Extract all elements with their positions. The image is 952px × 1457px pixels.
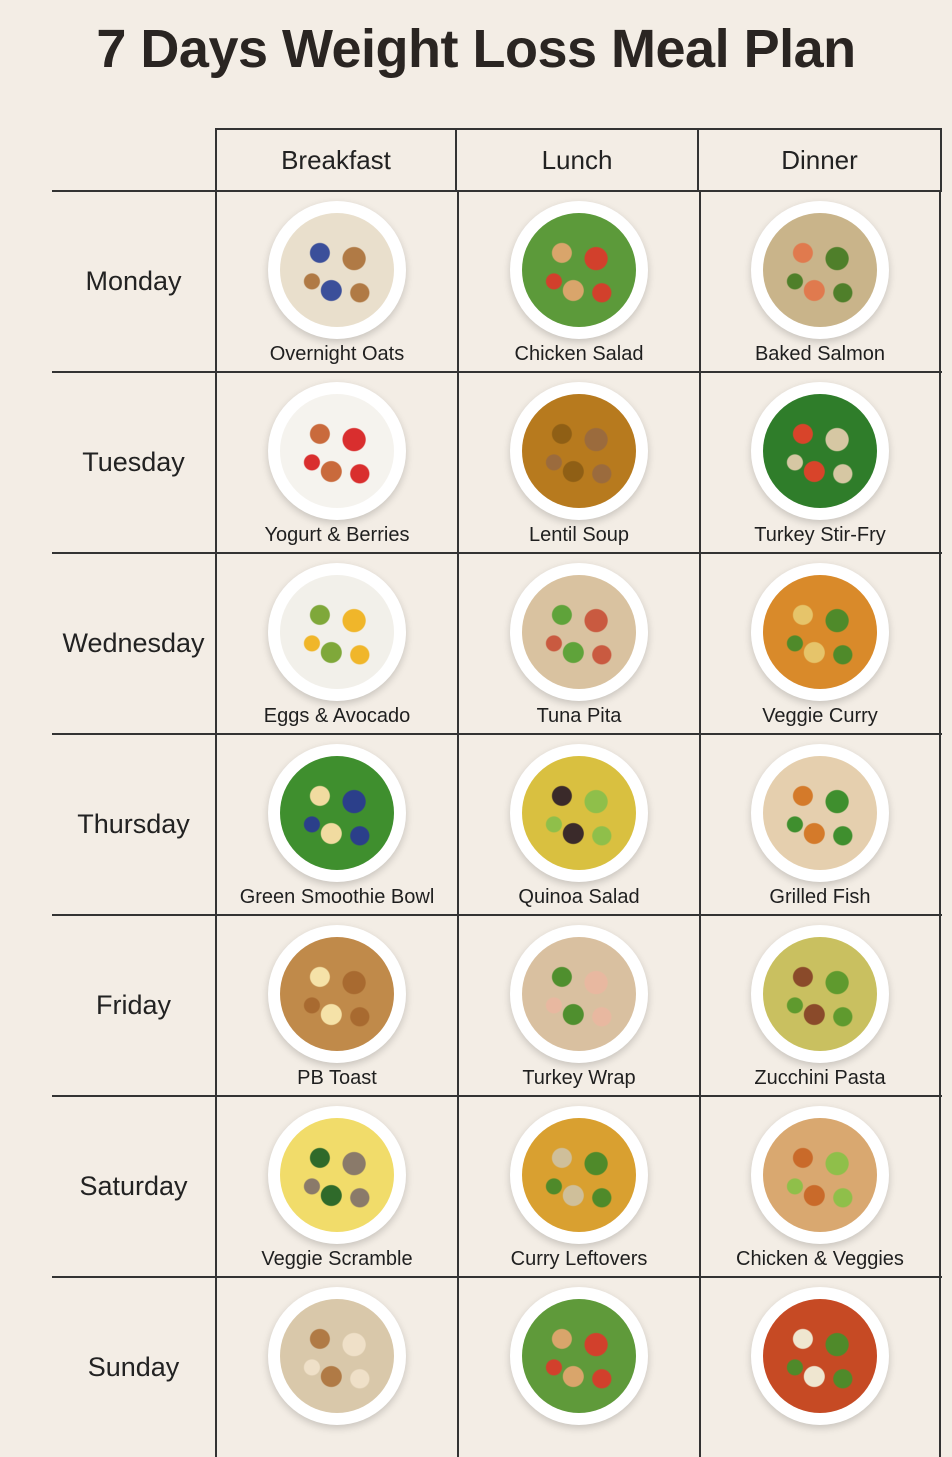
meal-plate-image bbox=[268, 744, 406, 882]
breakfast-cell: Eggs & Avocado bbox=[215, 554, 457, 733]
food-image bbox=[280, 1118, 394, 1232]
dinner-cell: Veggie Curry bbox=[699, 554, 941, 733]
meal-plate-image bbox=[268, 925, 406, 1063]
meal-name: PB Toast bbox=[297, 1067, 377, 1089]
lunch-cell: Lentil Soup bbox=[457, 373, 699, 552]
food-image bbox=[522, 575, 636, 689]
food-image bbox=[522, 394, 636, 508]
day-row: Saturday Veggie Scramble Curry Leftovers Ch… bbox=[52, 1095, 942, 1276]
food-image bbox=[763, 756, 877, 870]
meal-plate-image bbox=[751, 744, 889, 882]
breakfast-cell: Yogurt & Berries bbox=[215, 373, 457, 552]
breakfast-cell: Overnight Oats bbox=[215, 192, 457, 371]
meal-name: Green Smoothie Bowl bbox=[239, 886, 435, 908]
meal-plate-image bbox=[510, 744, 648, 882]
food-image bbox=[763, 1118, 877, 1232]
day-label: Monday bbox=[85, 266, 182, 296]
meal-plate-image bbox=[751, 201, 889, 339]
meal-name: Veggie Scramble bbox=[261, 1248, 413, 1270]
day-label: Wednesday bbox=[62, 628, 205, 658]
dinner-cell bbox=[699, 1278, 941, 1457]
meal-plate-image bbox=[268, 1287, 406, 1425]
food-image bbox=[763, 213, 877, 327]
food-image bbox=[280, 756, 394, 870]
meal-plate-image bbox=[751, 563, 889, 701]
food-image bbox=[763, 394, 877, 508]
food-image bbox=[280, 1299, 394, 1413]
breakfast-cell bbox=[215, 1278, 457, 1457]
dinner-cell: Baked Salmon bbox=[699, 192, 941, 371]
day-row: Tuesday Yogurt & Berries Lentil Soup Turkey… bbox=[52, 371, 942, 552]
food-image bbox=[522, 1299, 636, 1413]
meal-plate-image bbox=[510, 925, 648, 1063]
meal-plate-image bbox=[268, 201, 406, 339]
meal-name: Chicken & Veggies bbox=[736, 1248, 904, 1270]
meal-plate-image bbox=[510, 563, 648, 701]
meal-name: Overnight Oats bbox=[269, 343, 405, 365]
meal-name: Chicken Salad bbox=[514, 343, 644, 365]
food-image bbox=[280, 937, 394, 1051]
food-image bbox=[280, 394, 394, 508]
food-image bbox=[522, 213, 636, 327]
header-breakfast: Breakfast bbox=[215, 128, 457, 190]
food-image bbox=[763, 575, 877, 689]
meal-plate-image bbox=[510, 1287, 648, 1425]
header-dinner: Dinner bbox=[699, 128, 942, 190]
day-row: Thursday Green Smoothie Bowl Quinoa Salad G… bbox=[52, 733, 942, 914]
meal-plate-image bbox=[268, 563, 406, 701]
meal-plate-image bbox=[751, 925, 889, 1063]
day-label: Tuesday bbox=[82, 447, 185, 477]
meal-name: Lentil Soup bbox=[528, 524, 630, 546]
meal-plate-image bbox=[510, 382, 648, 520]
lunch-cell: Quinoa Salad bbox=[457, 735, 699, 914]
food-image bbox=[522, 1118, 636, 1232]
food-image bbox=[280, 575, 394, 689]
meal-plate-image bbox=[510, 1106, 648, 1244]
meal-plate-image bbox=[510, 201, 648, 339]
meal-name: Zucchini Pasta bbox=[754, 1067, 886, 1089]
meal-plate-image bbox=[751, 1287, 889, 1425]
dinner-cell: Chicken & Veggies bbox=[699, 1097, 941, 1276]
dinner-cell: Turkey Stir-Fry bbox=[699, 373, 941, 552]
page-title: 7 Days Weight Loss Meal Plan bbox=[96, 19, 856, 79]
breakfast-cell: Green Smoothie Bowl bbox=[215, 735, 457, 914]
meal-name: Eggs & Avocado bbox=[263, 705, 411, 727]
meal-name: Baked Salmon bbox=[754, 343, 886, 365]
day-row: Sunday bbox=[52, 1276, 942, 1457]
meal-name: Veggie Curry bbox=[762, 705, 878, 727]
meal-name: Tuna Pita bbox=[536, 705, 622, 727]
meal-name: Turkey Stir-Fry bbox=[754, 524, 886, 546]
meal-name: Curry Leftovers bbox=[510, 1248, 648, 1270]
lunch-cell: Curry Leftovers bbox=[457, 1097, 699, 1276]
day-label: Saturday bbox=[79, 1171, 188, 1201]
header-lunch: Lunch bbox=[457, 128, 699, 190]
day-row: Monday Overnight Oats Chicken Salad Baked S… bbox=[52, 190, 942, 371]
dinner-cell: Grilled Fish bbox=[699, 735, 941, 914]
food-image bbox=[522, 937, 636, 1051]
food-image bbox=[280, 213, 394, 327]
lunch-cell: Chicken Salad bbox=[457, 192, 699, 371]
dinner-cell: Zucchini Pasta bbox=[699, 916, 941, 1095]
breakfast-cell: Veggie Scramble bbox=[215, 1097, 457, 1276]
meal-name: Quinoa Salad bbox=[518, 886, 640, 908]
food-image bbox=[763, 937, 877, 1051]
lunch-cell: Tuna Pita bbox=[457, 554, 699, 733]
day-label: Friday bbox=[95, 990, 171, 1020]
meal-plate-image bbox=[751, 1106, 889, 1244]
day-row: Wednesday Eggs & Avocado Tuna Pita Veggie C… bbox=[52, 552, 942, 733]
lunch-cell: Turkey Wrap bbox=[457, 916, 699, 1095]
meal-plate-image bbox=[751, 382, 889, 520]
meal-plate-image bbox=[268, 1106, 406, 1244]
food-image bbox=[763, 1299, 877, 1413]
meal-name: Yogurt & Berries bbox=[264, 524, 410, 546]
lunch-cell bbox=[457, 1278, 699, 1457]
day-row: Friday PB Toast Turkey Wrap Zucchini Pasta bbox=[52, 914, 942, 1095]
meal-name: Turkey Wrap bbox=[522, 1067, 636, 1089]
day-label: Thursday bbox=[77, 809, 190, 839]
meal-plate-image bbox=[268, 382, 406, 520]
day-label: Sunday bbox=[87, 1352, 180, 1382]
breakfast-cell: PB Toast bbox=[215, 916, 457, 1095]
food-image bbox=[522, 756, 636, 870]
meal-name: Grilled Fish bbox=[769, 886, 871, 908]
